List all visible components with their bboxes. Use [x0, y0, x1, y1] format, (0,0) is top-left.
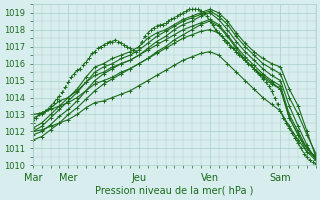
X-axis label: Pression niveau de la mer( hPa ): Pression niveau de la mer( hPa ) [95, 186, 253, 196]
